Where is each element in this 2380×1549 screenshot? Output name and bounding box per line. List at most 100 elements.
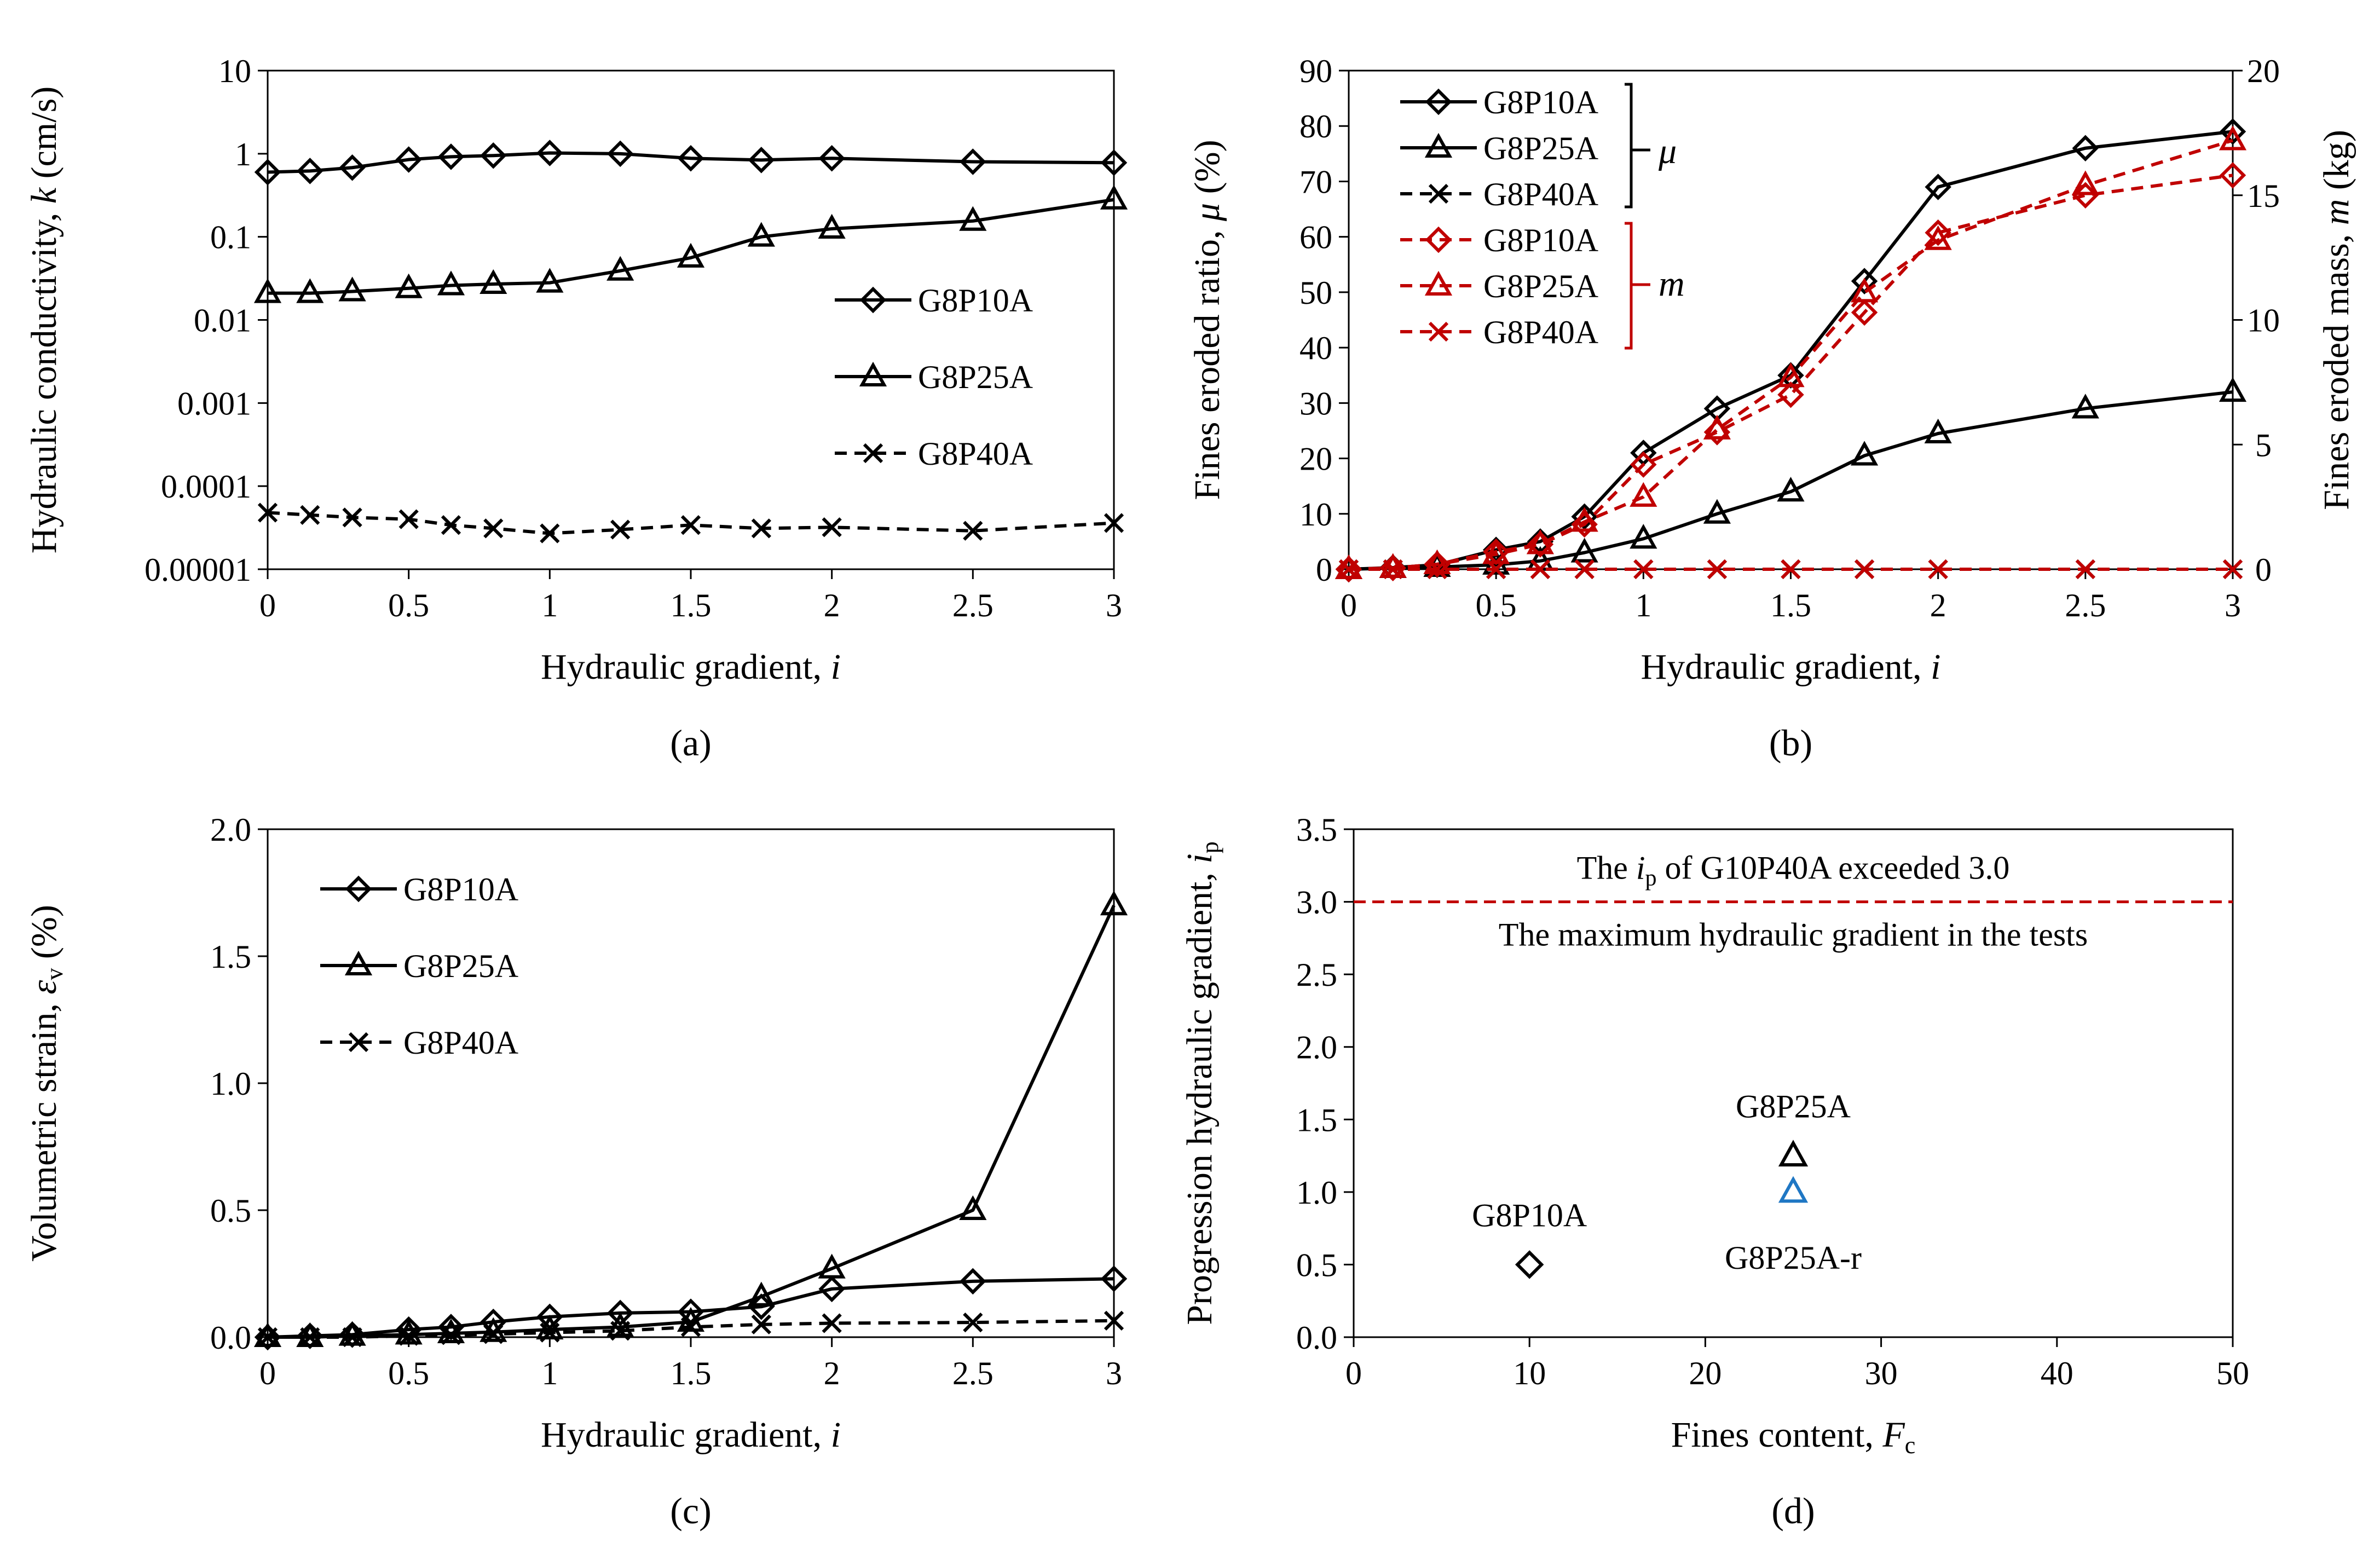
data-point-g8p10a [1571, 503, 1598, 530]
data-point-g8p10a [536, 140, 563, 166]
data-point-g8p25a [395, 273, 423, 298]
point-label: G8P25A-r [1725, 1240, 1862, 1276]
data-point-g8p25a [959, 206, 987, 231]
y-tick-label: 1 [235, 136, 251, 172]
data-point-g8p10a [254, 1323, 281, 1351]
series-line-g8p10a [267, 151, 1114, 174]
reference-label: The maximum hydraulic gradient in the te… [1499, 917, 2088, 953]
x-tick-label: 30 [1865, 1355, 1898, 1391]
data-point-g8p25a [2219, 125, 2247, 151]
data-point-g8p40a [342, 507, 362, 528]
data-point-g8p40a [398, 1326, 419, 1346]
data-point-g8p40a [540, 1322, 560, 1343]
data-point-g8p25a [395, 1320, 423, 1345]
data-point-g8p25a [677, 242, 705, 268]
x-tick-label: 20 [1689, 1355, 1722, 1391]
x-tick-label: 0.5 [388, 1355, 429, 1391]
y-tick-label: 3.5 [1296, 812, 1337, 848]
y-tick-label: 1.5 [1296, 1102, 1337, 1138]
x-tick-label: 0 [259, 1355, 276, 1391]
data-point-g8p25a [2219, 377, 2247, 402]
series-line-g8p25a [268, 198, 1114, 295]
y-tick-label: 2.0 [1296, 1030, 1337, 1066]
x-tick-label: 1.5 [671, 587, 712, 623]
data-point-g8p10a [2072, 182, 2099, 209]
legend-label: G8P40A [1483, 176, 1598, 212]
chart-d: 0 10 20 30 40 50 0.0 0.5 1.0 1.5 2.0 2.5 3.0 3.5 Fines… [1180, 812, 2249, 1531]
x-tick-label: 0.5 [388, 587, 429, 623]
data-point-g8p25a [1100, 891, 1128, 916]
data-point-g8p40a [1383, 559, 1403, 580]
x-tick-label: 0 [1345, 1355, 1362, 1391]
data-point-g8p25a [1570, 537, 1598, 563]
x-tick-label: 0 [259, 587, 276, 623]
y-axis-title: Progression hydraulic gradient, ip [1180, 841, 1223, 1325]
data-point-g8p40a [822, 517, 842, 537]
x-tick-label: 2 [824, 1355, 840, 1391]
data-point-g8p40a [751, 518, 771, 539]
y-tick-label: 2.0 [210, 812, 251, 848]
data-point-g8p40a [1928, 559, 1948, 580]
data-point-g8p10a [606, 1299, 634, 1327]
x-axis-title: Fines content, Fc [1671, 1415, 1916, 1459]
x-tick-label: 2 [1930, 587, 1946, 623]
data-point-g8p40a [398, 509, 419, 529]
plot-frame [1353, 828, 2234, 1338]
x-tick-label: 2.5 [2065, 587, 2106, 623]
data-point-g8p10a [1100, 149, 1128, 176]
legend-label: G8P25A [403, 948, 518, 984]
data-point-g8p40a [342, 1327, 362, 1348]
data-point-g8p10a [1925, 219, 1951, 246]
y2-axis-title: Fines eroded mass, m (kg) [2317, 130, 2356, 510]
data-point-g8p25a [1850, 278, 1879, 303]
data-point-g8p40a [1707, 559, 1728, 580]
data-point-g8p40a [257, 1327, 278, 1348]
panel-caption: (a) [670, 722, 711, 764]
bracket-mu-label: μ [1658, 131, 1677, 171]
data-point-g8p10a [748, 1293, 775, 1320]
data-point-g8p40a [963, 1312, 983, 1333]
data-point-g8p10a [818, 145, 845, 172]
data-point-g8p10a [1777, 381, 1804, 408]
data-point-g8p10a [606, 140, 634, 167]
legend-marker [859, 361, 887, 386]
data-point-g8p40a [441, 515, 461, 535]
x-tick-label: 1 [541, 587, 558, 623]
legend-label: G8P25A [918, 359, 1033, 395]
data-point-g8p25a [536, 268, 564, 293]
data-point-g8p40a [751, 1314, 771, 1334]
bracket-m [1625, 222, 1633, 350]
data-point-g8p25a [2071, 170, 2099, 195]
y2-tick-label: 15 [2247, 178, 2280, 214]
x-tick-label: 2.5 [952, 1355, 993, 1391]
legend-label: G8P40A [918, 436, 1033, 472]
data-point-g8p40a [441, 1325, 461, 1345]
data-point-g8p25a [1100, 184, 1128, 210]
data-point-g8p10a [536, 1303, 563, 1331]
data-point-g8p25a [2071, 394, 2099, 419]
y-tick-label: 30 [1299, 385, 1332, 421]
data-point-g8p40a [1486, 559, 1506, 580]
y-tick-label: 0 [1316, 552, 1332, 588]
data-point-g8p10a [1925, 174, 1951, 200]
chart-c: 0 0.5 1 1.5 2 2.5 3 0.0 0.5 1.0 1.5 2.0 Hydraulic gr… [24, 812, 1128, 1531]
y-tick-label: 1.0 [210, 1066, 251, 1102]
legend-label: G8P40A [403, 1025, 518, 1061]
data-point-g8p25a [1703, 499, 1731, 524]
legend-label: G8P25A [1483, 268, 1598, 304]
y-tick-label: 0.5 [210, 1193, 251, 1229]
data-point-g8p40a [1530, 559, 1551, 580]
x-tick-label: 3 [2225, 587, 2241, 623]
y-tick-label: 2.5 [1296, 957, 1337, 993]
legend-marker [1425, 226, 1452, 253]
y-tick-label: 50 [1299, 275, 1332, 311]
legend-marker [863, 443, 883, 464]
series-line-g8p25a [1348, 138, 2233, 571]
y-tick-label: 70 [1299, 164, 1332, 200]
data-point-g8p25a [747, 222, 775, 247]
y-tick-label: 60 [1299, 219, 1332, 256]
x-tick-label: 1.5 [671, 1355, 712, 1391]
y2-tick-label: 20 [2247, 53, 2280, 89]
x-tick-label: 50 [2216, 1355, 2249, 1391]
